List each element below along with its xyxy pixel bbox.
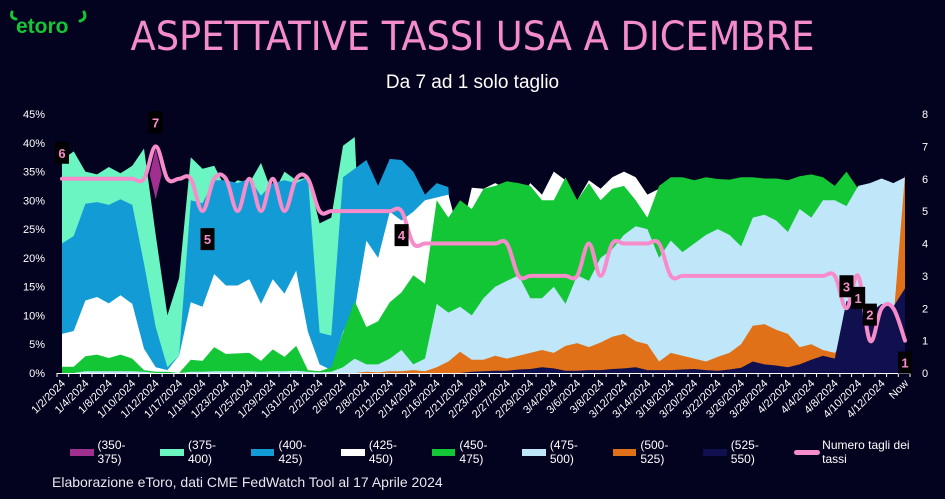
legend-swatch [70, 448, 94, 456]
annotation-label: 4 [398, 228, 406, 243]
y-tick-label: 25% [23, 224, 45, 236]
legend-item: (375-400) [160, 438, 236, 466]
legend-swatch [431, 448, 456, 456]
annotation-box [148, 111, 163, 134]
chart-title: ASPETTATIVE TASSI USA A DICEMBRE [130, 14, 815, 60]
y-tick-label: 0% [29, 368, 45, 380]
legend-swatch [612, 448, 637, 456]
legend-item: (425-450) [341, 438, 417, 466]
y2-tick-label: 8 [922, 109, 928, 121]
y2-tick-label: 6 [922, 174, 928, 186]
legend-item: (450-475) [431, 438, 508, 466]
legend-item: (500-525) [612, 438, 689, 466]
legend-swatch [703, 448, 727, 456]
area-500-525 [62, 174, 905, 373]
annotation-box [898, 351, 912, 374]
legend-swatch [522, 448, 546, 456]
source-note: Elaborazione eToro, dati CME FedWatch To… [52, 474, 443, 490]
chart-subtitle: Da 7 ad 1 solo taglio [385, 72, 560, 93]
annotation-label: 1 [855, 291, 862, 306]
annotation-box [839, 275, 854, 298]
etoro-logo: etoro [10, 10, 87, 38]
y-tick-label: 35% [23, 167, 45, 179]
y-tick-label: 15% [23, 282, 45, 294]
legend-item: (400-425) [250, 438, 327, 466]
legend-swatch [160, 448, 184, 456]
y-tick-label: 30% [23, 195, 45, 207]
y-tick-label: 5% [29, 339, 45, 351]
y2-tick-label: 4 [922, 239, 928, 251]
legend-swatch [793, 449, 821, 455]
annotation-label: 7 [152, 115, 159, 130]
y2-tick-label: 7 [922, 141, 928, 153]
legend-label: Numero tagli dei tassi [822, 438, 910, 466]
legend-label: (500-525) [640, 438, 669, 466]
annotation-box [55, 141, 69, 164]
legend-label: (450-475) [459, 438, 488, 466]
annotation-label: 6 [58, 146, 65, 161]
area-series-group [62, 137, 905, 373]
legend-label: (425-450) [368, 438, 397, 466]
annotation-box [851, 286, 866, 309]
annotation-label: 3 [843, 279, 850, 294]
legend-label: (375-400) [187, 438, 216, 466]
annotation-label: 2 [866, 308, 873, 323]
legend-label: (350-375) [97, 438, 126, 466]
area-525-550 [62, 288, 905, 373]
legend-label: (525-550) [730, 438, 759, 466]
annotation-label: 1 [901, 356, 908, 371]
annotation-box [394, 224, 409, 247]
y-tick-label: 40% [23, 138, 45, 150]
y-tick-label: 20% [23, 253, 45, 265]
legend-item: (350-375) [70, 438, 146, 466]
y-tick-label: 45% [23, 109, 45, 121]
legend-label: (475-500) [549, 438, 578, 466]
annotation-box [200, 228, 215, 251]
rate-cuts-line [60, 144, 907, 344]
y2-tick-label: 5 [922, 206, 928, 218]
legend-label: (400-425) [278, 438, 307, 466]
area-chart: 0%5%10%15%20%25%30%35%40%45%0123456781/2… [23, 109, 928, 421]
y2-tick-label: 1 [922, 336, 928, 348]
etoro-logo-text: etoro [16, 15, 69, 38]
annotation-box [862, 303, 877, 326]
legend-item: (475-500) [522, 438, 598, 466]
x-tick-label: Now [887, 378, 911, 402]
legend-swatch [250, 448, 275, 456]
y-tick-label: 10% [23, 310, 45, 322]
area-475-500 [62, 177, 905, 373]
legend-swatch [341, 448, 365, 456]
annotation-label: 5 [204, 232, 211, 247]
y2-tick-label: 3 [922, 271, 928, 283]
area-350-375-spike [149, 148, 162, 200]
y2-tick-label: 0 [922, 368, 928, 380]
chart-legend: (350-375) (375-400) (400-425) (425-450) (450… [70, 438, 945, 466]
rate-cuts-line-group [60, 144, 907, 344]
legend-item: (525-550) [703, 438, 779, 466]
legend-item: Numero tagli dei tassi [793, 438, 931, 466]
y2-tick-label: 2 [922, 303, 928, 315]
